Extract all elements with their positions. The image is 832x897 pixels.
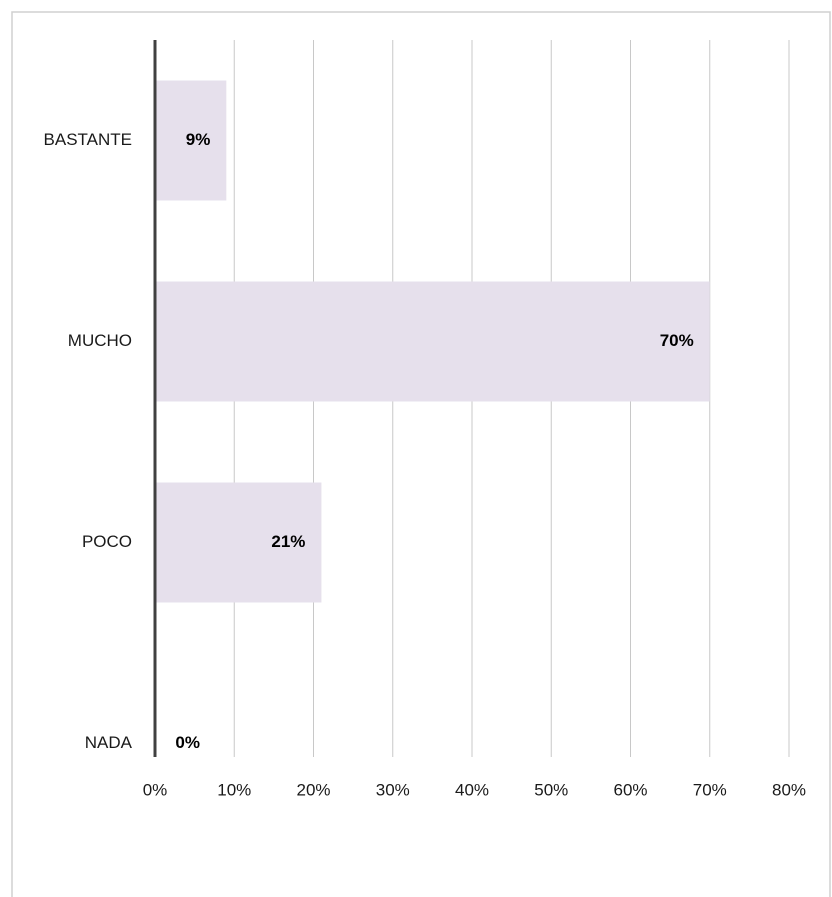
- y-tick-label: NADA: [85, 733, 133, 752]
- bar: [155, 281, 710, 402]
- x-tick-label: 0%: [143, 780, 168, 799]
- data-label: 70%: [660, 331, 694, 350]
- bar: [155, 482, 322, 603]
- x-tick-label: 20%: [296, 780, 330, 799]
- bar: [155, 80, 227, 201]
- chart-border: [11, 11, 831, 897]
- x-tick-label: 60%: [613, 780, 647, 799]
- data-label: 21%: [271, 532, 305, 551]
- y-tick-label: POCO: [82, 532, 132, 551]
- x-tick-label: 10%: [217, 780, 251, 799]
- data-label: 0%: [175, 733, 200, 752]
- x-tick-label: 80%: [772, 780, 806, 799]
- x-tick-label: 70%: [693, 780, 727, 799]
- x-tick-label: 40%: [455, 780, 489, 799]
- y-tick-label: MUCHO: [68, 331, 132, 350]
- x-tick-label: 50%: [534, 780, 568, 799]
- x-tick-label: 30%: [376, 780, 410, 799]
- y-tick-label: BASTANTE: [44, 130, 132, 149]
- data-label: 9%: [186, 130, 211, 149]
